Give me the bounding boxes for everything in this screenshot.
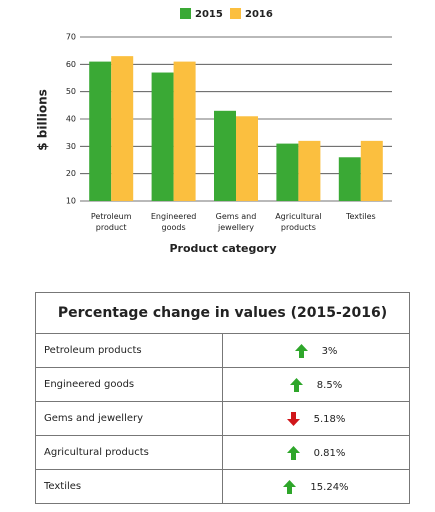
bar bbox=[151, 72, 174, 202]
row-value-cell: 15.24% bbox=[222, 469, 410, 504]
row-value-cell: 8.5% bbox=[222, 367, 410, 402]
y-axis-label: $ billions bbox=[36, 89, 50, 151]
row-value-cell: 0.81% bbox=[222, 435, 410, 470]
bar bbox=[338, 157, 361, 201]
row-label: Engineered goods bbox=[35, 367, 223, 402]
table-row: Petroleum products 3% bbox=[35, 333, 410, 368]
row-label: Petroleum products bbox=[35, 333, 223, 368]
bar bbox=[236, 116, 258, 201]
bar bbox=[276, 143, 299, 201]
y-tick-label: 40 bbox=[66, 115, 76, 124]
row-value: 5.18% bbox=[313, 413, 346, 425]
legend-swatch bbox=[230, 8, 241, 19]
x-tick-label: Petroleum product bbox=[90, 212, 132, 232]
row-label: Textiles bbox=[35, 469, 223, 504]
row-label: Gems and jewellery bbox=[35, 401, 223, 436]
legend-label: 2016 bbox=[245, 9, 273, 20]
arrow-up bbox=[289, 377, 303, 392]
arrow-shape bbox=[286, 411, 300, 426]
bar bbox=[360, 140, 383, 201]
y-tick-label: 50 bbox=[66, 87, 76, 96]
table-title: Percentage change in values (2015-2016) bbox=[35, 292, 410, 334]
table-row: Textiles 15.24% bbox=[35, 469, 410, 504]
table-row: Agricultural products 0.81% bbox=[35, 435, 410, 470]
arrow-shape bbox=[289, 377, 303, 392]
y-tick-label: 60 bbox=[66, 60, 76, 69]
table-row: Gems and jewellery 5.18% bbox=[35, 401, 410, 436]
row-value: 0.81% bbox=[313, 447, 346, 459]
x-axis-label: Product category bbox=[169, 242, 276, 255]
y-tick-label: 20 bbox=[66, 169, 76, 178]
legend-label: 2015 bbox=[195, 9, 223, 20]
y-tick-label: 30 bbox=[66, 142, 76, 151]
bar bbox=[111, 56, 134, 202]
bar bbox=[89, 61, 112, 201]
row-value-cell: 3% bbox=[222, 333, 410, 368]
arrow-up bbox=[294, 343, 308, 358]
bar bbox=[173, 61, 196, 201]
arrow-shape bbox=[286, 445, 300, 460]
row-value: 3% bbox=[321, 345, 338, 357]
bar bbox=[214, 110, 236, 201]
arrow-shape bbox=[294, 343, 308, 358]
row-value-cell: 5.18% bbox=[222, 401, 410, 436]
row-label: Agricultural products bbox=[35, 435, 223, 470]
x-tick-label: Textiles bbox=[345, 212, 376, 221]
x-tick-label: Agricultural products bbox=[275, 212, 322, 232]
table-row: Engineered goods 8.5% bbox=[35, 367, 410, 402]
arrow-down bbox=[286, 411, 300, 426]
change-table: Percentage change in values (2015-2016) … bbox=[35, 292, 410, 504]
row-value: 15.24% bbox=[310, 481, 349, 493]
x-tick-label: Engineered goods bbox=[150, 212, 197, 232]
arrow-up bbox=[283, 479, 297, 494]
y-tick-label: 10 bbox=[66, 197, 76, 206]
arrow-up bbox=[286, 445, 300, 460]
bar bbox=[298, 140, 321, 201]
arrow-shape bbox=[283, 479, 297, 494]
row-value: 8.5% bbox=[316, 379, 343, 391]
legend-swatch bbox=[180, 8, 191, 19]
chart: $ billions Product category 10 20 30 40 50 60… bbox=[36, 8, 392, 255]
y-tick-label: 70 bbox=[66, 33, 76, 42]
x-tick-label: Gems and jewellery bbox=[215, 212, 257, 232]
